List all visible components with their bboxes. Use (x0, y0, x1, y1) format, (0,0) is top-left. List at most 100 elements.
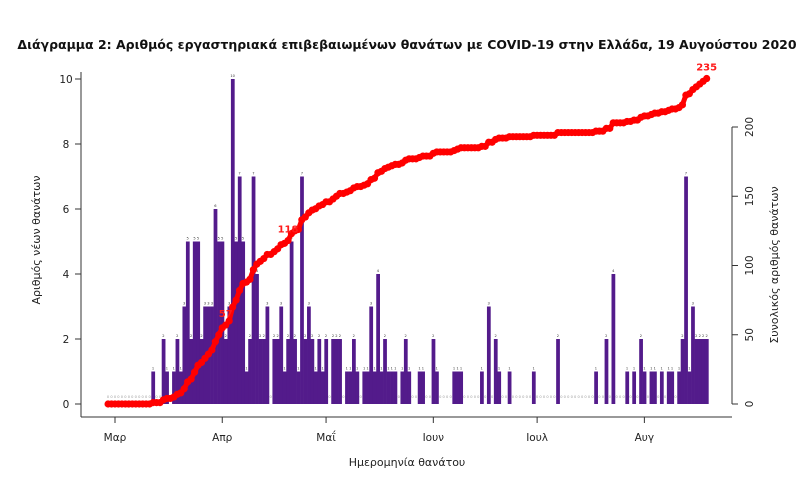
bars-group (151, 79, 709, 404)
bar-04-16 (272, 339, 277, 404)
bar-05-16 (376, 274, 380, 404)
bar-label-08-02: 0 (647, 395, 650, 399)
bar-06-15 (480, 371, 484, 404)
bar-label-06-25: 0 (515, 395, 518, 399)
bar-label-04-08: 1 (245, 367, 247, 371)
bar-05-20 (390, 371, 394, 404)
bar-label-05-13: 1 (366, 367, 368, 371)
bar-08-19 (704, 339, 709, 404)
bar-06-08 (455, 371, 460, 404)
bar-04-12 (258, 339, 263, 404)
bar-03-22 (185, 241, 190, 404)
bar-07-29 (632, 371, 637, 404)
bar-label-03-20: 1 (180, 367, 182, 371)
bar-label-06-09: 1 (460, 367, 462, 371)
bar-label-06-20: 1 (498, 367, 500, 371)
bar-06-19 (493, 339, 498, 404)
bar-label-06-10: 0 (463, 395, 466, 399)
bar-08-06 (659, 371, 664, 404)
bar-04-21 (289, 241, 294, 404)
bar-04-10 (251, 176, 256, 404)
bar-label-06-17: 3 (488, 302, 490, 306)
bar-label-07-12: 0 (574, 395, 577, 399)
bar-label-07-25: 0 (619, 395, 622, 399)
bar-06-30 (531, 371, 536, 404)
bar-05-13 (365, 371, 370, 404)
bar-label-04-20: 2 (287, 334, 289, 338)
bar-label-03-01: 0 (114, 395, 117, 399)
bar-04-27 (310, 339, 315, 404)
bar-label-07-23: 4 (612, 269, 615, 273)
bar-06-17 (486, 306, 491, 404)
bar-06-01 (431, 339, 436, 404)
bar-05-19 (386, 371, 391, 404)
bar-label-06-08: 1 (456, 367, 458, 371)
bar-label-06-12: 0 (470, 395, 473, 399)
bar-label-07-17: 0 (591, 395, 594, 399)
bar-08-01 (642, 371, 647, 404)
bar-08-15 (691, 306, 695, 404)
bar-05-24 (403, 339, 408, 404)
bar-label-07-26: 0 (622, 395, 625, 399)
bar-label-07-16: 0 (588, 395, 591, 399)
bar-label-07-09: 0 (564, 395, 567, 399)
right-axis-label: Συνολικός αριθμός θανάτων (768, 186, 781, 343)
bar-label-06-21: 0 (501, 395, 504, 399)
bar-label-08-18: 2 (702, 334, 704, 338)
x-axis-ticks: Μαρ Απρ Μαΐ Ιουν Ιουλ Αυγ (104, 417, 654, 444)
left-axis-label: Αριθμός νέων θανάτων (30, 176, 43, 305)
left-tick-label: 6 (63, 204, 70, 216)
bar-label-05-02: 0 (328, 395, 331, 399)
bar-04-29 (317, 339, 322, 404)
cumulative-point-03-30 (211, 338, 219, 346)
bar-label-06-14: 0 (477, 395, 480, 399)
cumulative-point-08-12 (678, 101, 687, 109)
bar-07-18 (594, 371, 598, 404)
bar-label-06-15: 1 (481, 367, 483, 371)
bar-08-17 (698, 339, 702, 404)
bar-05-01 (324, 339, 329, 404)
bar-label-06-27: 0 (522, 395, 525, 399)
bar-label-07-14: 0 (581, 395, 584, 399)
bar-05-28 (417, 371, 422, 404)
bar-label-03-05: 0 (128, 395, 131, 399)
bar-05-07 (345, 371, 349, 404)
bar-label-05-19: 1 (387, 367, 389, 371)
bar-08-03 (649, 371, 654, 404)
bar-label-07-18: 1 (595, 367, 597, 371)
bar-label-04-24: 7 (301, 172, 303, 176)
bar-05-17 (379, 371, 384, 404)
cumulative-point-03-29 (208, 346, 216, 354)
bar-label-05-01: 2 (325, 334, 327, 338)
annotation-57: 57 (219, 309, 233, 320)
bar-label-07-04: 0 (546, 395, 549, 399)
bar-05-04 (334, 339, 339, 404)
bar-label-03-25: 5 (197, 237, 199, 241)
bar-label-03-19: 2 (176, 334, 178, 338)
bar-04-25 (303, 339, 308, 404)
cumulative-point-03-24 (190, 368, 199, 376)
bar-label-03-12: 1 (152, 367, 154, 371)
bar-label-05-22: 0 (398, 395, 401, 399)
bar-label-05-10: 1 (356, 367, 358, 371)
bar-label-05-11: 0 (360, 395, 363, 399)
bar-04-01 (220, 241, 225, 404)
x-axis-label: Ημερομηνία θανάτου (349, 456, 466, 469)
cumulative-point-04-20 (284, 236, 292, 245)
bar-label-04-13: 2 (263, 334, 265, 338)
bar-05-14 (369, 306, 374, 404)
bar-06-20 (497, 371, 502, 404)
bar-label-08-16: 2 (695, 334, 697, 338)
bar-label-03-08: 0 (138, 395, 141, 399)
bar-04-28 (313, 371, 318, 404)
bar-label-05-26: 0 (411, 395, 414, 399)
bar-label-05-27: 0 (415, 395, 418, 399)
bar-label-04-27: 2 (311, 334, 313, 338)
bar-label-05-29: 1 (422, 367, 424, 371)
bar-label-05-08: 1 (349, 367, 351, 371)
bar-label-07-15: 0 (584, 395, 587, 399)
chart-title: Διάγραμμα 2: Αριθμός εργαστηριακά επιβεβ… (17, 37, 796, 52)
bar-label-03-13: 0 (155, 395, 158, 399)
bar-label-03-06: 0 (131, 395, 134, 399)
bar-label-04-23: 1 (297, 367, 299, 371)
